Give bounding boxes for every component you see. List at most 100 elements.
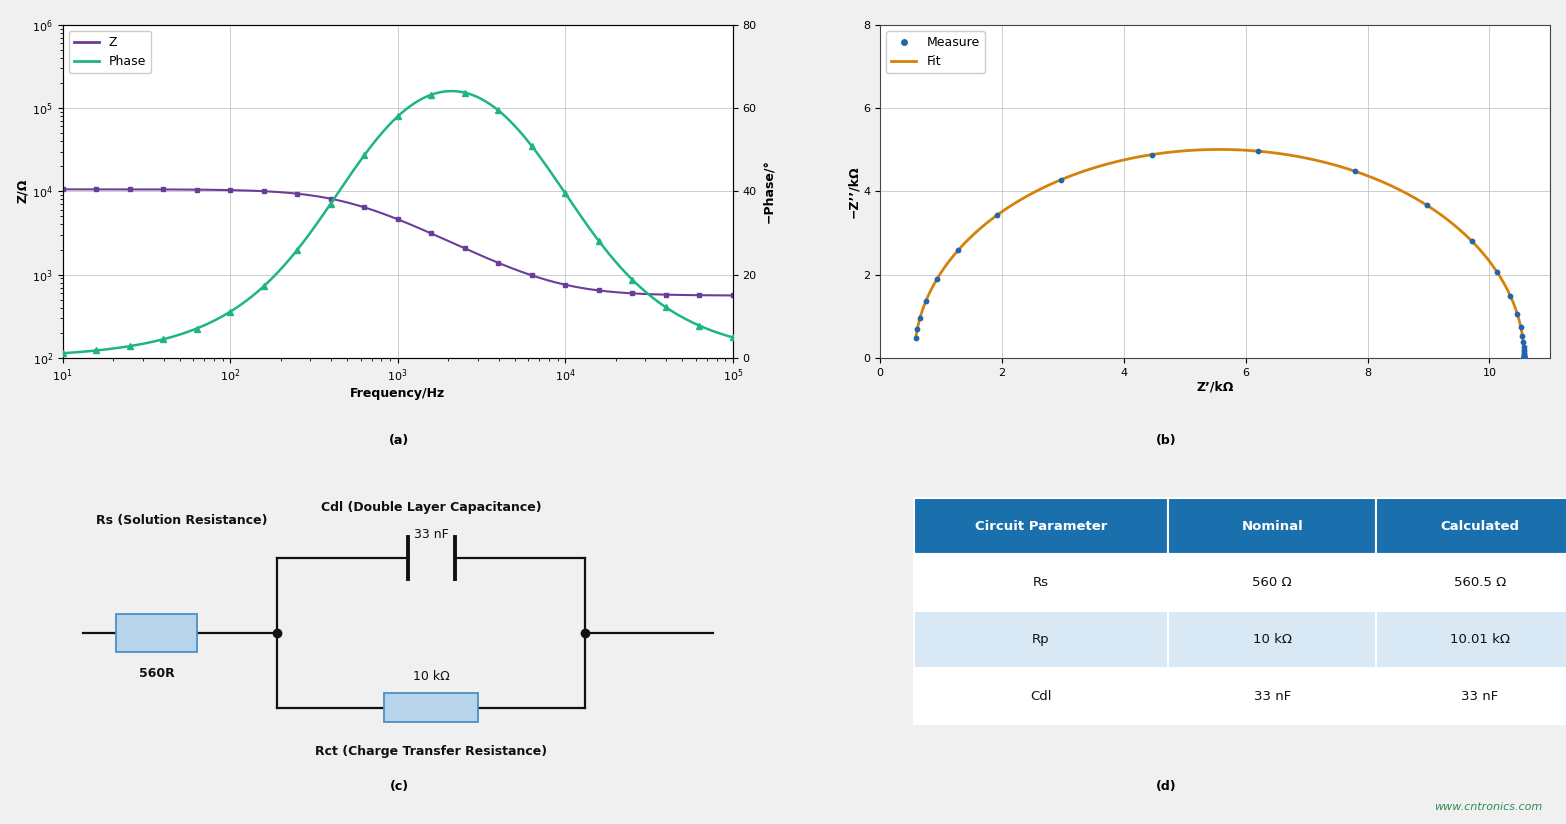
Text: (c): (c): [390, 780, 409, 794]
Text: (a): (a): [390, 434, 409, 447]
Point: [1511, 351, 1536, 364]
Point: [1511, 351, 1536, 364]
Text: Circuit Parameter: Circuit Parameter: [976, 520, 1107, 532]
FancyBboxPatch shape: [384, 693, 478, 723]
Point: [1511, 351, 1536, 364]
Text: (b): (b): [1156, 434, 1178, 447]
Point: [1511, 351, 1536, 364]
Point: [1049, 173, 1074, 186]
Point: [1511, 351, 1536, 364]
Point: [1497, 289, 1522, 302]
Point: [1511, 351, 1536, 364]
Text: 10 kΩ: 10 kΩ: [413, 670, 449, 683]
Point: [1508, 320, 1533, 333]
Point: [946, 243, 971, 256]
Point: [985, 208, 1010, 222]
FancyBboxPatch shape: [1168, 667, 1377, 724]
Text: 560.5 Ω: 560.5 Ω: [1453, 576, 1506, 589]
FancyBboxPatch shape: [913, 498, 1168, 555]
FancyBboxPatch shape: [1168, 555, 1377, 611]
Point: [1511, 351, 1536, 364]
Point: [908, 311, 933, 325]
Text: Rp: Rp: [1032, 633, 1049, 646]
Point: [1245, 144, 1270, 157]
FancyBboxPatch shape: [913, 555, 1168, 611]
Point: [1511, 346, 1536, 359]
Point: [1511, 351, 1536, 364]
Point: [1511, 349, 1536, 362]
Point: [1511, 351, 1536, 364]
Text: Nominal: Nominal: [1242, 520, 1303, 532]
X-axis label: Z’/kΩ: Z’/kΩ: [1196, 381, 1234, 393]
Point: [1342, 165, 1367, 178]
Point: [1511, 351, 1536, 364]
Point: [1511, 349, 1536, 363]
Point: [1511, 351, 1536, 364]
Point: [1511, 351, 1536, 364]
Point: [1511, 351, 1536, 364]
Point: [904, 331, 929, 344]
Text: 33 nF: 33 nF: [1461, 690, 1499, 703]
Text: Cdl (Double Layer Capacitance): Cdl (Double Layer Capacitance): [321, 501, 542, 514]
Point: [1511, 351, 1536, 364]
Point: [1511, 351, 1536, 364]
Point: [1140, 148, 1165, 162]
Point: [1511, 351, 1536, 364]
Point: [1511, 340, 1536, 353]
Point: [1460, 235, 1485, 248]
Text: Cdl: Cdl: [1030, 690, 1052, 703]
FancyBboxPatch shape: [116, 614, 197, 652]
Text: (d): (d): [1156, 780, 1178, 794]
Text: Rct (Charge Transfer Resistance): Rct (Charge Transfer Resistance): [315, 745, 547, 758]
Point: [1511, 351, 1536, 364]
Point: [1485, 265, 1510, 279]
Point: [1511, 351, 1536, 364]
Point: [1511, 351, 1536, 364]
FancyBboxPatch shape: [1377, 667, 1566, 724]
Y-axis label: Z/Ω: Z/Ω: [16, 179, 30, 204]
Text: Calculated: Calculated: [1441, 520, 1519, 532]
Point: [1510, 330, 1535, 343]
Text: Rs: Rs: [1034, 576, 1049, 589]
FancyBboxPatch shape: [1377, 611, 1566, 667]
Point: [924, 273, 949, 286]
FancyBboxPatch shape: [913, 667, 1168, 724]
FancyBboxPatch shape: [1377, 555, 1566, 611]
Point: [1511, 351, 1536, 364]
Point: [905, 323, 930, 336]
Text: 10.01 kΩ: 10.01 kΩ: [1450, 633, 1510, 646]
FancyBboxPatch shape: [1168, 611, 1377, 667]
Y-axis label: −Z’’/kΩ: −Z’’/kΩ: [847, 165, 861, 218]
Text: 10 kΩ: 10 kΩ: [1253, 633, 1292, 646]
Point: [1505, 307, 1530, 321]
Point: [1511, 351, 1536, 364]
Point: [1511, 351, 1536, 364]
Point: [1511, 351, 1536, 364]
Text: Rs (Solution Resistance): Rs (Solution Resistance): [96, 514, 268, 527]
Y-axis label: −Phase/°: −Phase/°: [763, 159, 775, 223]
X-axis label: Frequency/Hz: Frequency/Hz: [351, 387, 445, 400]
Point: [1511, 350, 1536, 363]
Point: [1511, 351, 1536, 364]
Point: [1511, 348, 1536, 361]
Text: 33 nF: 33 nF: [413, 528, 448, 541]
Text: 560 Ω: 560 Ω: [1253, 576, 1292, 589]
Point: [1511, 351, 1536, 364]
Point: [1511, 351, 1536, 364]
FancyBboxPatch shape: [1377, 498, 1566, 555]
Point: [1511, 351, 1536, 364]
Point: [1511, 351, 1536, 364]
Text: 33 nF: 33 nF: [1254, 690, 1290, 703]
Text: 560R: 560R: [138, 667, 174, 681]
Text: www.cntronics.com: www.cntronics.com: [1434, 802, 1543, 812]
Legend: Z, Phase: Z, Phase: [69, 31, 152, 73]
Point: [913, 295, 938, 308]
Point: [1511, 336, 1536, 349]
Point: [1511, 350, 1536, 363]
Point: [1511, 351, 1536, 364]
Point: [1511, 344, 1536, 357]
FancyBboxPatch shape: [1168, 498, 1377, 555]
Point: [1511, 351, 1536, 364]
Point: [1414, 199, 1439, 212]
Point: [1511, 351, 1536, 364]
